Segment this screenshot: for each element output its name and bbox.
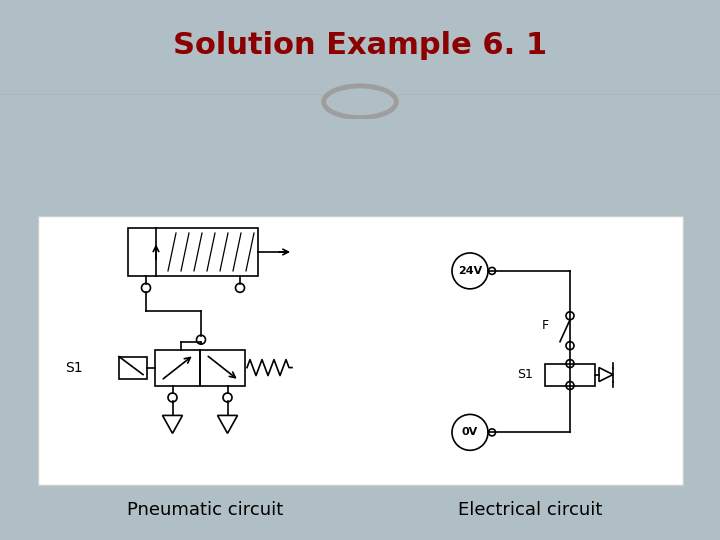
Circle shape [324, 86, 396, 118]
Bar [38, 216, 683, 485]
Bar [119, 356, 147, 379]
Text: S1: S1 [517, 368, 533, 381]
Text: 0V: 0V [462, 427, 478, 437]
Text: Solution Example 6. 1: Solution Example 6. 1 [173, 31, 547, 60]
Text: F: F [542, 319, 549, 332]
Text: Electrical circuit: Electrical circuit [458, 501, 602, 519]
Bar [155, 349, 200, 386]
Text: Pneumatic circuit: Pneumatic circuit [127, 501, 283, 519]
Text: S1: S1 [65, 361, 83, 375]
Bar [200, 349, 245, 386]
Bar [128, 228, 258, 276]
Text: 24V: 24V [458, 266, 482, 276]
Bar [545, 363, 595, 386]
